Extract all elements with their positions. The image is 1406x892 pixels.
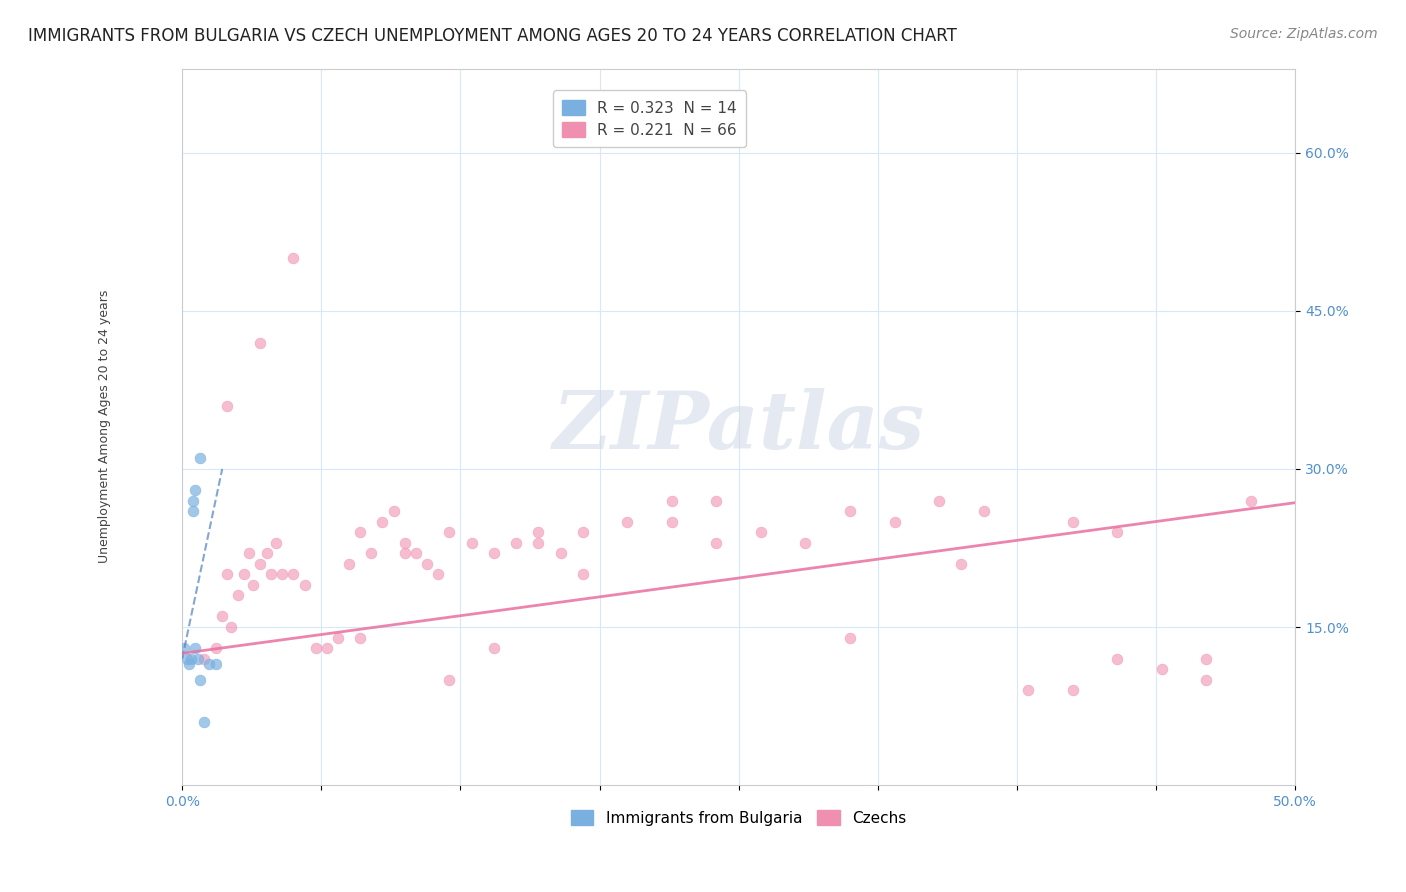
Point — [371, 515, 394, 529]
Point — [271, 567, 294, 582]
Point — [305, 641, 328, 656]
Point — [193, 714, 215, 729]
Point — [176, 651, 198, 665]
Point — [349, 631, 371, 645]
Point — [242, 578, 264, 592]
Point — [1017, 683, 1039, 698]
Point — [439, 673, 461, 687]
Point — [839, 631, 862, 645]
Point — [382, 504, 405, 518]
Point — [294, 578, 316, 592]
Text: Unemployment Among Ages 20 to 24 years: Unemployment Among Ages 20 to 24 years — [98, 290, 111, 564]
Point — [572, 525, 595, 540]
Point — [749, 525, 772, 540]
Point — [283, 251, 305, 265]
Point — [883, 515, 905, 529]
Text: Source: ZipAtlas.com: Source: ZipAtlas.com — [1230, 27, 1378, 41]
Point — [256, 546, 278, 560]
Point — [1062, 683, 1084, 698]
Point — [482, 546, 505, 560]
Point — [950, 557, 973, 571]
Point — [1240, 493, 1263, 508]
Point — [184, 483, 207, 497]
Point — [249, 557, 271, 571]
Point — [460, 535, 482, 549]
Point — [193, 651, 215, 665]
Point — [283, 567, 305, 582]
Point — [839, 504, 862, 518]
Point — [260, 567, 283, 582]
Point — [439, 525, 461, 540]
Legend: Immigrants from Bulgaria, Czechs: Immigrants from Bulgaria, Czechs — [561, 800, 915, 835]
Point — [198, 657, 221, 671]
Point — [572, 567, 595, 582]
Point — [394, 546, 416, 560]
Text: ZIPatlas: ZIPatlas — [553, 388, 925, 466]
Point — [505, 535, 527, 549]
Point — [233, 567, 256, 582]
Point — [181, 504, 204, 518]
Point — [264, 535, 287, 549]
Point — [188, 673, 211, 687]
Point — [188, 451, 211, 466]
Point — [706, 535, 728, 549]
Point — [928, 493, 950, 508]
Point — [360, 546, 382, 560]
Point — [215, 399, 238, 413]
Point — [204, 657, 226, 671]
Point — [184, 641, 207, 656]
Point — [180, 651, 202, 665]
Point — [215, 567, 238, 582]
Point — [173, 641, 195, 656]
Point — [204, 641, 226, 656]
Point — [249, 335, 271, 350]
Point — [315, 641, 337, 656]
Point — [794, 535, 817, 549]
Point — [661, 515, 683, 529]
Point — [187, 651, 209, 665]
Point — [181, 493, 204, 508]
Point — [661, 493, 683, 508]
Point — [1107, 525, 1129, 540]
Point — [326, 631, 349, 645]
Point — [238, 546, 260, 560]
Point — [394, 535, 416, 549]
Point — [482, 641, 505, 656]
Point — [550, 546, 572, 560]
Point — [177, 657, 200, 671]
Point — [219, 620, 242, 634]
Point — [527, 525, 550, 540]
Point — [416, 557, 439, 571]
Point — [405, 546, 427, 560]
Point — [427, 567, 450, 582]
Point — [226, 589, 249, 603]
Point — [211, 609, 233, 624]
Point — [349, 525, 371, 540]
Point — [1107, 651, 1129, 665]
Text: IMMIGRANTS FROM BULGARIA VS CZECH UNEMPLOYMENT AMONG AGES 20 TO 24 YEARS CORRELA: IMMIGRANTS FROM BULGARIA VS CZECH UNEMPL… — [28, 27, 957, 45]
Point — [337, 557, 360, 571]
Point — [706, 493, 728, 508]
Point — [616, 515, 638, 529]
Point — [1195, 651, 1218, 665]
Point — [527, 535, 550, 549]
Point — [973, 504, 995, 518]
Point — [1195, 673, 1218, 687]
Point — [1150, 662, 1173, 676]
Point — [1062, 515, 1084, 529]
